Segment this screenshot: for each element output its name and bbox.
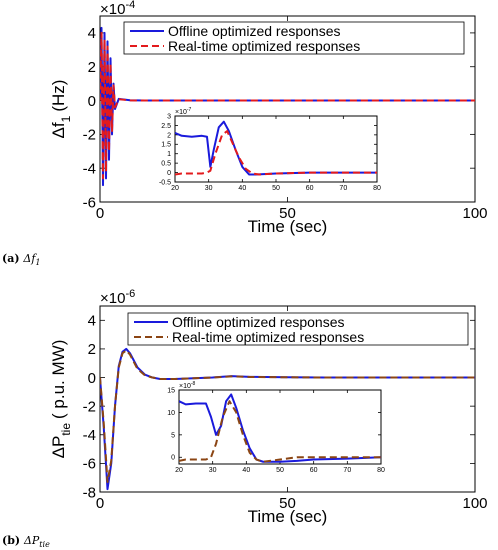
panel-b-ylabel-main: ΔP	[49, 436, 68, 459]
panel-b-inset-x-tick-label: 70	[343, 467, 351, 474]
panel-b-inset-x-tick-label: 20	[175, 467, 183, 474]
panel-a-ylabel: Δf1 (Hz)	[49, 80, 73, 139]
panel-b-x-tick-label: 100	[462, 495, 487, 512]
panel-b-xlabel: Time (sec)	[248, 507, 328, 526]
panel-a-inset-y-tick-label: 2	[167, 132, 171, 139]
panel-a-caption-label: (a)	[2, 252, 23, 265]
panel-a-inset-y-tick-label: 0.5	[161, 161, 171, 168]
panel-a-inset-x-tick-label: 30	[205, 185, 213, 192]
panel-b-y-tick-label: 4	[88, 313, 96, 330]
panel-b-inset-y-tick-label: 10	[167, 410, 175, 417]
panel-a-x-tick-label: 50	[279, 205, 296, 222]
panel-b-inset-x-tick-label: 80	[377, 467, 385, 474]
panel-b-caption-text: ΔP	[23, 534, 40, 547]
panel-a-inset-y-tick-label: 1.5	[161, 142, 171, 149]
panel-b-y-tick-label: -2	[83, 398, 96, 415]
panel-b-inset-exponent-power: -8	[191, 381, 196, 387]
panel-a-inset-y-tick-label: 0	[167, 170, 171, 177]
panel-a-ylabel-sub: 1	[59, 115, 73, 122]
panel-a-legend-label-2: Real-time optimized responses	[168, 38, 360, 54]
panel-b-x-tick-label: 0	[96, 495, 104, 512]
panel-a-inset-x-tick-label: 20	[171, 185, 179, 192]
panel-a-y-tick-label: -4	[83, 160, 96, 177]
panel-a-caption-text: Δf	[22, 252, 37, 265]
panel-b-inset-frame	[178, 389, 382, 465]
panel-a-inset-x-tick-label: 40	[238, 185, 246, 192]
panel-b-caption: (b) ΔPtie	[2, 534, 50, 549]
panel-b-y-tick-label: 2	[88, 341, 96, 358]
panel-a-series-2-line	[100, 31, 475, 180]
panel-b-inset-y-tick-label: 0	[171, 455, 175, 462]
panel-a-inset-x-tick-label: 50	[272, 185, 280, 192]
panel-b-inset-y-tick-label: 15	[167, 387, 175, 394]
panel-b-exponent-power: -6	[125, 288, 135, 300]
panel-a-inset-y-tick-label: 3	[167, 113, 171, 120]
panel-a-ylabel-main: Δf	[49, 122, 68, 138]
panel-a-inset-y-tick-label: 2.5	[161, 123, 171, 130]
panel-b-y-tick-label: -6	[83, 456, 96, 473]
panel-b-inset-x-tick-label: 30	[209, 467, 217, 474]
panel-a-inset-x-tick-label: 80	[373, 185, 381, 192]
panel-b-caption-sub: tie	[39, 540, 50, 549]
panel-a-inset-x-tick-label: 70	[339, 185, 347, 192]
panel-a-ylabel-unit: (Hz)	[49, 80, 68, 112]
panel-b-caption-label: (b)	[2, 534, 24, 547]
panel-a-inset-series-2-line	[175, 130, 377, 176]
panel-b-inset-series-1-line	[179, 393, 381, 463]
panel-b-inset-x-tick-label: 40	[242, 467, 250, 474]
panel-a-legend-label-1: Offline optimized responses	[168, 23, 341, 39]
panel-b-legend-label-1: Offline optimized responses	[172, 314, 345, 330]
panel-b-inset-x-tick-label: 60	[310, 467, 318, 474]
panel-b-ylabel: ΔPtie ( p.u. MW)	[49, 340, 73, 459]
panel-a-y-tick-label: -6	[83, 194, 96, 211]
panel-a-exponent-power: -4	[125, 0, 135, 11]
panel-b-y-tick-label: 0	[88, 370, 96, 387]
panel-b-ylabel-sub: tie	[59, 423, 73, 436]
panel-a-legend-box	[123, 21, 465, 55]
panel-b-ylabel-unit: ( p.u. MW)	[49, 340, 68, 419]
panel-a-caption: (a) Δf1	[2, 252, 40, 267]
panel-a-y-tick-label: 0	[88, 93, 96, 110]
panel-a-xlabel: Time (sec)	[248, 217, 328, 236]
panel-a-inset-y-tick-label: -0.5	[159, 179, 171, 186]
panel-a-exponent: ×10-4	[100, 0, 135, 18]
panel-b-inset-series-2-line	[179, 400, 381, 463]
panel-a-y-tick-label: 4	[88, 25, 96, 42]
panel-b-y-tick-label: -4	[83, 427, 96, 444]
panel-a-caption-sub: 1	[35, 258, 40, 267]
panel-b-inset-exponent: ×10-8	[179, 381, 196, 390]
panel-b-legend-label-2: Real-time optimized responses	[172, 329, 364, 345]
panel-a-inset-exponent: ×10-7	[175, 107, 192, 116]
panel-a-y-tick-label: -2	[83, 127, 96, 144]
panel-a-y-tick-label: 2	[88, 59, 96, 76]
panel-b-exponent: ×10-6	[100, 288, 135, 307]
panel-b-y-tick-label: -8	[83, 484, 96, 501]
panel-b-inset-y-tick-label: 5	[171, 432, 175, 439]
panel-b-x-tick-label: 50	[279, 495, 296, 512]
panel-b-legend-box	[127, 312, 469, 346]
panel-a-x-tick-label: 100	[462, 205, 487, 222]
panel-b-inset-x-tick-label: 50	[276, 467, 284, 474]
panel-a-inset-x-tick-label: 60	[306, 185, 314, 192]
panel-a-inset-y-tick-label: 1	[167, 151, 171, 158]
panel-a-x-tick-label: 0	[96, 205, 104, 222]
panel-b-series-2-line	[100, 349, 475, 483]
panel-a-inset-exponent-power: -7	[187, 107, 192, 113]
